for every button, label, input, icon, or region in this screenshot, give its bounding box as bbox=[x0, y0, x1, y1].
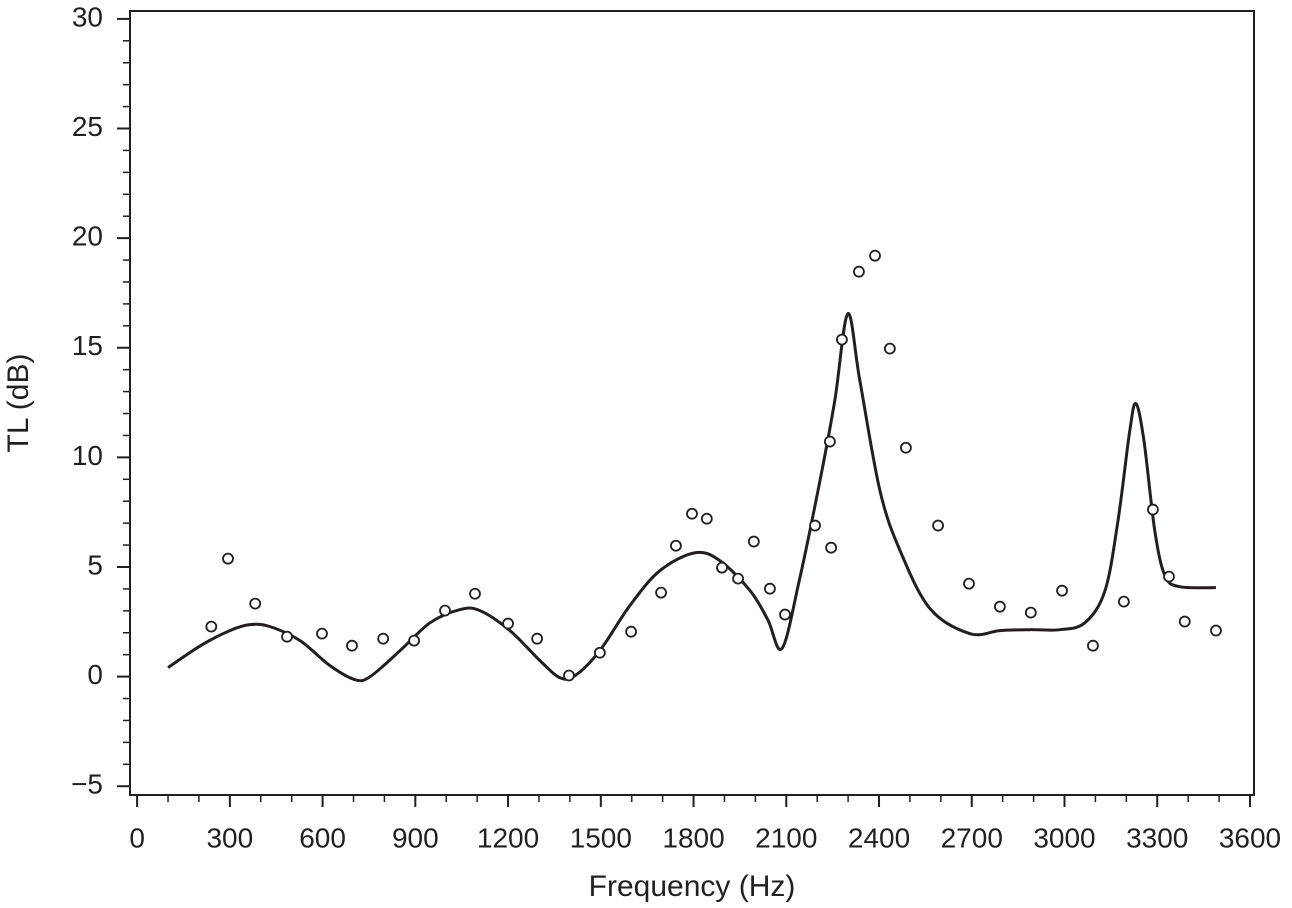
x-tick-label: 600 bbox=[299, 822, 346, 853]
point bbox=[836, 333, 848, 346]
point bbox=[823, 435, 836, 448]
point bbox=[963, 577, 975, 590]
x-tick-label: 1500 bbox=[570, 822, 632, 853]
point bbox=[1117, 595, 1130, 608]
point bbox=[563, 669, 575, 682]
x-tick-label: 2400 bbox=[848, 822, 910, 853]
point bbox=[1147, 503, 1159, 516]
point bbox=[1024, 606, 1037, 619]
y-tick-label: 20 bbox=[72, 221, 103, 252]
point bbox=[469, 587, 481, 600]
point bbox=[670, 539, 682, 552]
point bbox=[625, 625, 638, 638]
point bbox=[993, 600, 1006, 613]
point bbox=[809, 519, 821, 532]
x-tick-label: 3300 bbox=[1126, 822, 1188, 853]
point bbox=[439, 604, 451, 617]
x-tick-label: 2700 bbox=[941, 822, 1003, 853]
point bbox=[900, 441, 912, 454]
point bbox=[732, 572, 744, 585]
point bbox=[377, 632, 390, 645]
y-tick-label: 30 bbox=[72, 1, 103, 32]
point bbox=[1178, 615, 1191, 628]
x-tick-label: 1800 bbox=[662, 822, 724, 853]
x-tick-label: 2100 bbox=[755, 822, 817, 853]
point bbox=[408, 634, 420, 647]
point bbox=[655, 586, 667, 599]
x-tick-label: 1200 bbox=[477, 822, 539, 853]
point bbox=[531, 632, 544, 645]
x-tick-label: 3000 bbox=[1033, 822, 1095, 853]
point bbox=[1056, 584, 1068, 597]
point bbox=[502, 617, 514, 630]
y-tick-label: 25 bbox=[72, 111, 103, 142]
x-tick-label: 3600 bbox=[1219, 822, 1281, 853]
point bbox=[764, 582, 776, 595]
y-tick-label: 0 bbox=[87, 659, 103, 690]
x-axis-title: Frequency (Hz) bbox=[589, 870, 796, 903]
point bbox=[716, 561, 728, 574]
point bbox=[593, 646, 606, 659]
point bbox=[869, 249, 881, 262]
point bbox=[205, 620, 218, 633]
point bbox=[1163, 570, 1175, 583]
y-tick-label: 15 bbox=[72, 330, 103, 361]
point bbox=[281, 630, 293, 643]
point bbox=[932, 519, 944, 532]
x-tick-label: 900 bbox=[392, 822, 439, 853]
point bbox=[825, 541, 838, 554]
point bbox=[686, 507, 698, 520]
y-axis-title: TL (dB) bbox=[2, 354, 35, 453]
curve bbox=[167, 312, 1217, 683]
point bbox=[346, 639, 358, 652]
point bbox=[883, 342, 896, 355]
x-tick-label: 0 bbox=[129, 822, 145, 853]
y-tick-label: −5 bbox=[71, 769, 103, 800]
point bbox=[779, 608, 791, 621]
point bbox=[316, 627, 328, 640]
y-tick-label: 5 bbox=[87, 549, 103, 580]
x-tick-label: 300 bbox=[206, 822, 253, 853]
point bbox=[700, 512, 713, 525]
point bbox=[222, 552, 234, 565]
point bbox=[249, 597, 262, 610]
point bbox=[1210, 624, 1222, 637]
point bbox=[747, 535, 760, 548]
point bbox=[853, 265, 865, 278]
y-tick-label: 10 bbox=[72, 440, 103, 471]
plot-frame bbox=[129, 10, 1255, 796]
point bbox=[1087, 639, 1099, 652]
